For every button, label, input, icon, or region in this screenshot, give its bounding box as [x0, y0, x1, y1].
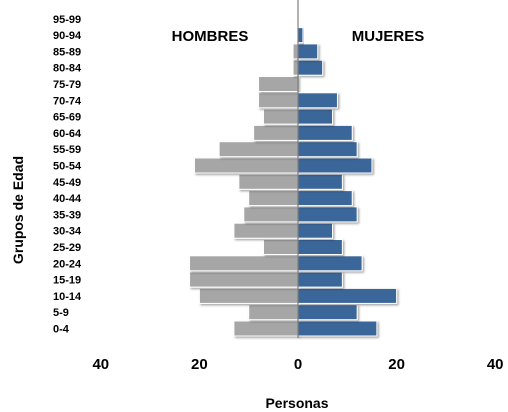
age-label-65-69: 65-69 [53, 112, 81, 124]
bar-mujeres-30-34 [297, 222, 334, 239]
bar-mujeres-60-64 [297, 124, 353, 141]
age-label-10-14: 10-14 [53, 291, 82, 303]
x-tick-20: 20 [388, 356, 405, 373]
bar-mujeres-50-54 [297, 157, 373, 174]
age-label-80-84: 80-84 [53, 63, 82, 75]
age-label-40-44: 40-44 [53, 193, 82, 205]
bar-hombres-80-84 [292, 59, 299, 76]
bar-hombres-65-69 [262, 108, 299, 125]
age-label-95-99: 95-99 [53, 14, 81, 26]
bar-mujeres-0-4 [297, 320, 378, 337]
bar-hombres-75-79 [258, 76, 299, 92]
bar-mujeres-15-19 [297, 271, 343, 288]
hombres-bars [189, 43, 299, 337]
bar-hombres-5-9 [248, 304, 299, 321]
x-axis-ticks: 40 20 0 20 40 [92, 356, 503, 373]
age-label-0-4: 0-4 [53, 324, 70, 336]
bar-mujeres-40-44 [297, 190, 353, 207]
age-group-labels: 0-4 5-9 10-14 15-19 20-24 25-29 30-34 35-39 40-4… [53, 14, 82, 336]
bar-hombres-35-39 [243, 206, 299, 223]
bar-mujeres-5-9 [297, 304, 358, 321]
bar-mujeres-65-69 [297, 108, 334, 125]
bar-hombres-40-44 [248, 190, 299, 207]
bar-hombres-70-74 [258, 92, 299, 109]
bar-mujeres-80-84 [297, 59, 324, 76]
age-label-35-39: 35-39 [53, 209, 81, 221]
age-label-50-54: 50-54 [53, 161, 82, 173]
bar-hombres-45-49 [238, 173, 299, 190]
age-label-25-29: 25-29 [53, 242, 81, 254]
bar-hombres-60-64 [253, 124, 299, 141]
series-label-hombres: HOMBRES [172, 28, 249, 45]
bar-hombres-20-24 [189, 255, 299, 272]
bar-mujeres-70-74 [297, 92, 338, 109]
bar-mujeres-10-14 [297, 287, 398, 304]
x-axis-title: Personas [265, 395, 328, 411]
x-tick-neg20: 20 [191, 356, 208, 373]
bar-mujeres-35-39 [297, 206, 358, 223]
bar-mujeres-20-24 [297, 255, 363, 272]
bar-hombres-10-14 [198, 287, 299, 304]
age-label-55-59: 55-59 [53, 144, 81, 156]
bar-hombres-50-54 [193, 157, 299, 174]
mujeres-bars [297, 27, 398, 337]
age-label-85-89: 85-89 [53, 46, 81, 58]
age-label-15-19: 15-19 [53, 275, 81, 287]
bar-hombres-85-89 [292, 43, 299, 60]
bar-mujeres-90-94 [297, 27, 304, 44]
age-label-60-64: 60-64 [53, 128, 82, 140]
age-label-30-34: 30-34 [53, 226, 82, 238]
x-tick-0: 0 [294, 356, 302, 373]
x-tick-neg40: 40 [92, 356, 109, 373]
bar-hombres-55-59 [218, 141, 299, 158]
bar-hombres-30-34 [233, 222, 299, 239]
x-tick-40: 40 [487, 356, 504, 373]
age-label-45-49: 45-49 [53, 177, 81, 189]
bar-hombres-0-4 [233, 320, 299, 337]
y-axis-title: Grupos de Edad [10, 156, 26, 264]
age-label-5-9: 5-9 [53, 307, 69, 319]
bar-mujeres-55-59 [297, 141, 358, 158]
age-label-70-74: 70-74 [53, 95, 82, 107]
bar-hombres-15-19 [189, 271, 299, 288]
bar-hombres-25-29 [262, 239, 299, 255]
bar-mujeres-85-89 [297, 43, 319, 60]
age-label-90-94: 90-94 [53, 30, 82, 42]
bar-mujeres-25-29 [297, 239, 343, 255]
bar-mujeres-45-49 [297, 173, 343, 190]
age-label-20-24: 20-24 [53, 258, 82, 270]
age-label-75-79: 75-79 [53, 79, 81, 91]
series-label-mujeres: MUJERES [352, 28, 425, 45]
